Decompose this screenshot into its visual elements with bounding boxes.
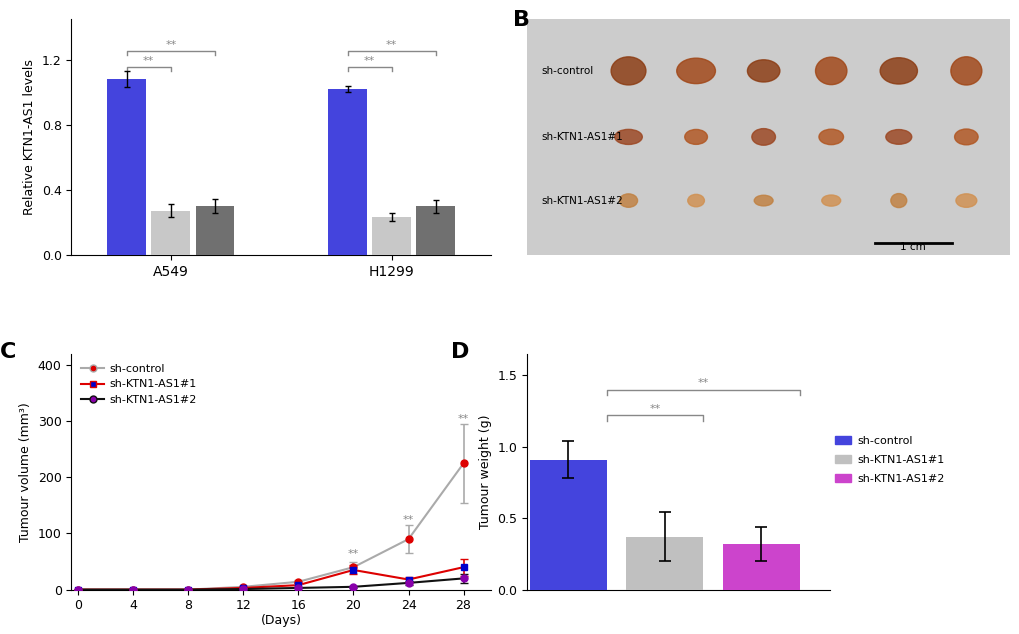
Ellipse shape (815, 57, 846, 84)
Text: sh-KTN1-AS1#2: sh-KTN1-AS1#2 (541, 195, 623, 205)
Text: **: ** (403, 515, 414, 525)
Text: 1 cm: 1 cm (900, 242, 925, 252)
Ellipse shape (753, 195, 772, 206)
Ellipse shape (954, 129, 977, 145)
Bar (416, 206, 454, 255)
Ellipse shape (619, 194, 637, 207)
Text: D: D (451, 342, 470, 362)
Text: **: ** (385, 40, 397, 50)
Text: **: ** (165, 40, 176, 50)
Legend: sh-control, sh-KTN1-AS1#1, sh-KTN1-AS1#2: sh-control, sh-KTN1-AS1#1, sh-KTN1-AS1#2 (829, 432, 948, 488)
Text: C: C (0, 342, 16, 362)
Text: sh-control: sh-control (541, 66, 593, 76)
Ellipse shape (950, 57, 981, 85)
Ellipse shape (884, 129, 911, 145)
Ellipse shape (676, 58, 714, 84)
Text: sh-KTN1-AS1#1: sh-KTN1-AS1#1 (541, 132, 623, 142)
Ellipse shape (955, 194, 976, 207)
Bar (626, 537, 702, 590)
Ellipse shape (890, 193, 906, 207)
X-axis label: (Days): (Days) (261, 614, 302, 627)
Bar (196, 206, 234, 255)
Ellipse shape (879, 58, 916, 84)
Legend: sh-control, sh-KTN1-AS1#1, sh-KTN1-AS1#2: sh-control, sh-KTN1-AS1#1, sh-KTN1-AS1#2 (76, 359, 201, 410)
Ellipse shape (751, 129, 774, 145)
Ellipse shape (614, 129, 642, 145)
Bar (530, 460, 606, 590)
Bar (151, 211, 191, 255)
Ellipse shape (687, 195, 704, 207)
Text: **: ** (143, 56, 154, 66)
Ellipse shape (818, 129, 843, 145)
Text: **: ** (458, 414, 469, 424)
Bar (107, 79, 146, 255)
Text: **: ** (364, 56, 375, 66)
Ellipse shape (821, 195, 840, 206)
Ellipse shape (684, 129, 707, 145)
Text: **: ** (649, 404, 660, 414)
Ellipse shape (610, 57, 645, 85)
Y-axis label: Relative KTN1-AS1 levels: Relative KTN1-AS1 levels (23, 59, 36, 215)
Ellipse shape (747, 60, 780, 82)
Text: **: ** (347, 549, 359, 559)
Text: B: B (513, 10, 529, 30)
Text: **: ** (697, 378, 708, 388)
Bar (328, 89, 367, 255)
Bar (721, 544, 799, 590)
Y-axis label: Tumour weight (g): Tumour weight (g) (479, 415, 491, 529)
Y-axis label: Tumour volume (mm³): Tumour volume (mm³) (19, 402, 33, 541)
Bar (372, 217, 411, 255)
